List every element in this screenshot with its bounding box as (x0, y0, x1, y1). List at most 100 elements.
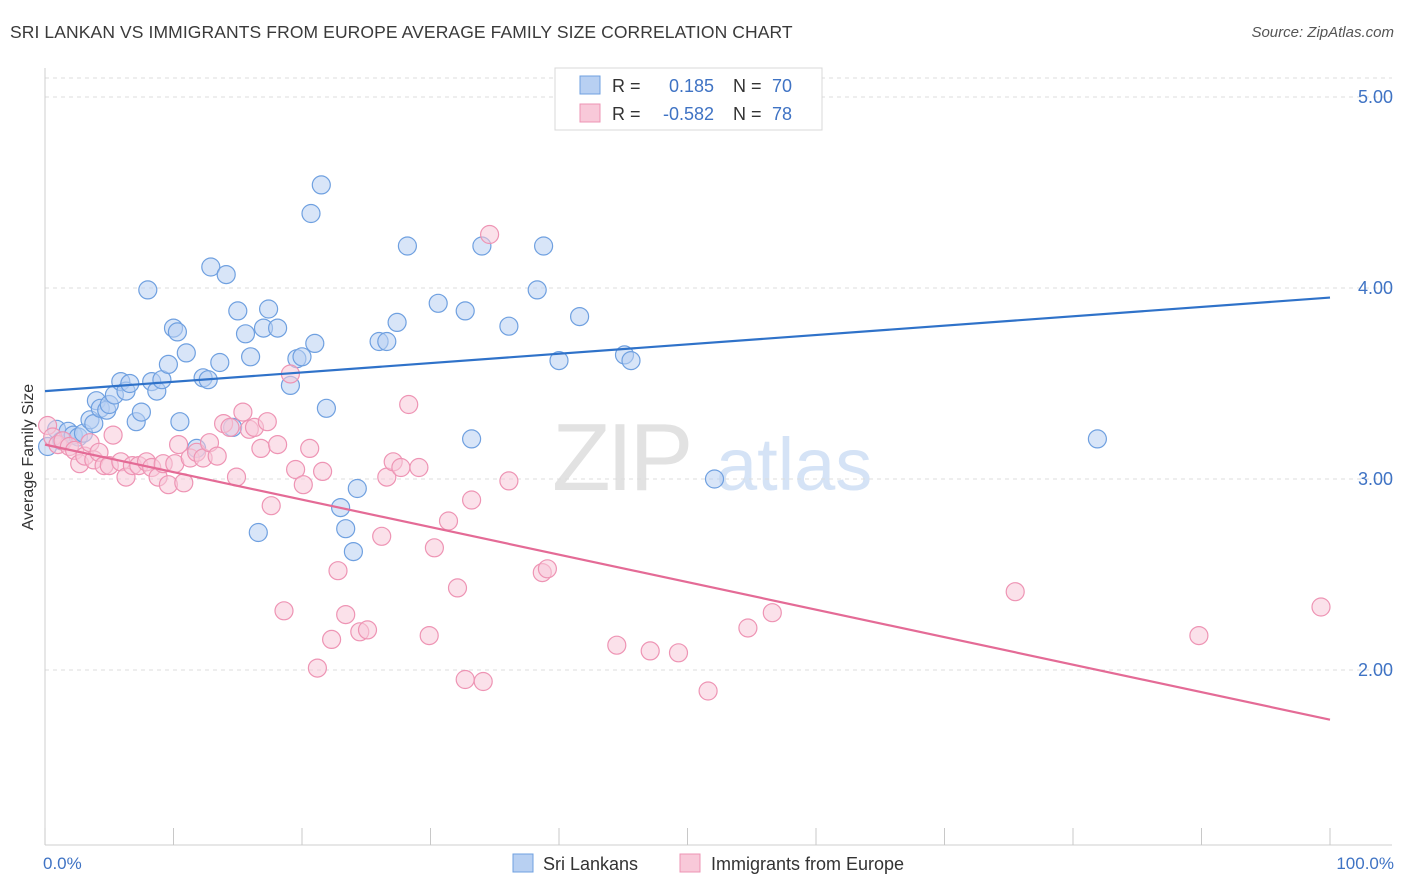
immigrants-europe-point-60 (424, 538, 444, 558)
immigrants-europe-point-53 (372, 526, 392, 546)
stats-r-value-blue: 0.185 (669, 76, 714, 96)
immigrants-europe-point-24 (169, 435, 189, 455)
immigrants-europe-point-66 (480, 224, 500, 245)
source-credit: Source: ZipAtlas.com (1251, 24, 1394, 41)
sri-lankans-point-51 (343, 541, 363, 562)
stats-r-label-blue: R = (612, 76, 641, 96)
immigrants-europe-point-73 (698, 681, 718, 701)
series-legend: Sri Lankans Immigrants from Europe (512, 853, 904, 874)
immigrants-europe-point-62 (447, 578, 468, 598)
immigrants-europe-point-74 (738, 618, 758, 638)
sri-lankans-point-64 (549, 351, 569, 371)
immigrants-europe-point-40 (268, 435, 288, 455)
stats-r-label-pink: R = (612, 104, 641, 124)
sri-lankans-point-65 (569, 307, 590, 327)
sri-lankans-point-52 (347, 478, 367, 499)
stats-n-label-pink: N = (733, 104, 762, 124)
immigrants-europe-point-50 (336, 604, 356, 625)
sri-lankans-point-50 (336, 519, 356, 539)
immigrants-europe-point-34 (233, 402, 253, 422)
sri-lankans-point-25 (167, 322, 187, 342)
legend-swatch-immigrants-europe (679, 853, 701, 873)
sri-lankans-point-62 (527, 280, 547, 300)
sri-lankans-point-27 (176, 343, 196, 363)
y-tick-label-2: 4.00 (1358, 278, 1393, 298)
sri-lankans-point-35 (228, 301, 248, 321)
immigrants-europe-point-72 (668, 643, 689, 663)
immigrants-europe-point-49 (328, 561, 348, 581)
sri-lankans-point-58 (455, 301, 475, 321)
legend-label-immigrants-europe: Immigrants from Europe (711, 854, 904, 874)
stats-n-value-pink: 78 (772, 104, 792, 124)
immigrants-europe-point-30 (207, 446, 227, 466)
immigrants-europe-point-61 (438, 511, 459, 531)
sri-lankans-point-44 (292, 347, 312, 367)
immigrants-europe-point-37 (251, 438, 271, 458)
x-tick-label-max: 100.0% (1336, 854, 1394, 873)
sri-lankans-point-63 (533, 236, 554, 256)
sri-lankans-point-23 (158, 354, 178, 374)
immigrants-europe-point-57 (399, 394, 419, 415)
sri-lankans-point-40 (259, 299, 279, 319)
immigrants-europe-trend-line (44, 443, 1331, 721)
immigrants-europe-point-41 (274, 601, 294, 621)
chart-title: SRI LANKAN VS IMMIGRANTS FROM EUROPE AVE… (10, 22, 793, 42)
immigrants-europe-point-44 (293, 475, 313, 495)
immigrants-europe-point-77 (1189, 625, 1209, 646)
immigrants-europe-point-67 (499, 471, 519, 491)
stats-swatch-blue (579, 75, 601, 95)
watermark-atlas: atlas (716, 423, 872, 506)
y-tick-labels: 2.00 3.00 4.00 5.00 (1358, 87, 1393, 680)
immigrants-europe-point-46 (307, 658, 327, 678)
sri-lankans-point-57 (428, 293, 448, 313)
stats-legend: R = 0.185 N = 70 R = -0.582 N = 78 (554, 67, 823, 131)
immigrants-europe-point-48 (322, 629, 342, 650)
immigrants-europe-point-58 (409, 457, 429, 478)
immigrants-europe-point-43 (286, 459, 306, 480)
immigrants-europe-point-38 (257, 412, 277, 432)
sri-lankans-point-54 (377, 331, 397, 352)
sri-lankans-point-69 (1087, 429, 1108, 449)
x-tick-label-min: 0.0% (43, 854, 82, 873)
immigrants-europe-point-69 (537, 559, 558, 579)
sri-lankans-point-19 (138, 280, 158, 300)
stats-r-value-pink: -0.582 (663, 104, 714, 124)
x-ticks (44, 828, 1331, 845)
y-tick-label-0: 2.00 (1358, 660, 1393, 680)
sri-lankans-point-38 (248, 522, 268, 543)
immigrants-europe-point-63 (455, 669, 475, 690)
immigrants-europe-point-65 (473, 671, 493, 692)
sri-lankans-point-61 (499, 316, 519, 336)
stats-n-label-blue: N = (733, 76, 762, 96)
sri-lankans-point-26 (170, 412, 190, 432)
immigrants-europe-points (37, 224, 1331, 701)
y-axis-label: Average Family Size (20, 384, 37, 531)
immigrants-europe-point-32 (220, 417, 240, 437)
immigrants-europe-point-76 (1005, 582, 1025, 602)
immigrants-europe-point-64 (462, 490, 482, 510)
stats-swatch-pink (579, 103, 601, 123)
immigrants-europe-point-71 (640, 641, 660, 661)
sri-lankans-point-18 (131, 402, 151, 422)
sri-lankans-point-68 (704, 469, 725, 489)
immigrants-europe-point-52 (357, 620, 378, 640)
sri-lankans-point-32 (210, 352, 230, 373)
sri-lankans-point-48 (316, 398, 336, 418)
legend-label-sri-lankans: Sri Lankans (543, 854, 638, 874)
sri-lankans-point-36 (235, 324, 256, 344)
immigrants-europe-point-39 (261, 496, 281, 516)
y-tick-label-3: 5.00 (1358, 87, 1393, 107)
sri-lankans-point-59 (462, 429, 482, 449)
immigrants-europe-point-78 (1311, 597, 1331, 617)
sri-lankans-point-33 (216, 265, 236, 285)
sri-lankans-point-45 (301, 203, 321, 224)
sri-lankans-point-46 (305, 333, 325, 353)
sri-lankans-point-67 (621, 351, 641, 371)
sri-lankans-point-47 (311, 175, 331, 195)
immigrants-europe-point-59 (419, 625, 439, 646)
immigrants-europe-point-45 (300, 438, 320, 458)
sri-lankans-trend-line (44, 296, 1331, 393)
legend-swatch-sri-lankans (512, 853, 534, 873)
watermark-zip: ZIP (552, 404, 689, 511)
axes (44, 68, 1392, 846)
